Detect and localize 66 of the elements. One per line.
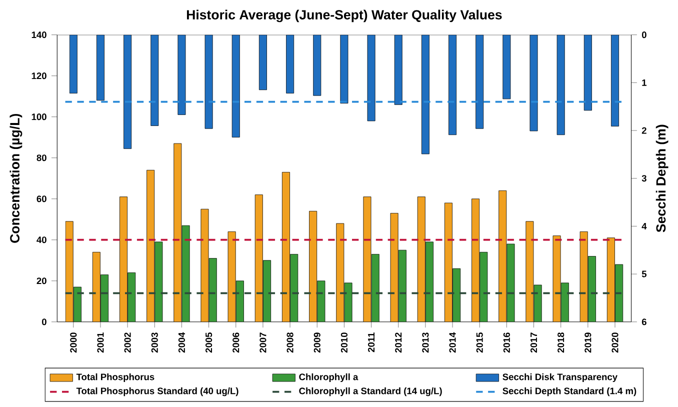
y-tick-label: 0: [42, 318, 46, 326]
y2-tick-label: 1: [642, 79, 647, 86]
bar: [448, 34, 457, 136]
x-tick-label: 2001: [97, 332, 104, 353]
x-tick-label: 2003: [151, 332, 158, 353]
x-tick-label: 2007: [260, 332, 266, 353]
x-tick-label: 2012: [395, 332, 402, 353]
bar: [178, 34, 186, 115]
bar: [476, 34, 484, 129]
x-tick-label: 2017: [530, 332, 538, 353]
legend-label: Chlorophyll a: [299, 373, 358, 382]
bar: [286, 34, 294, 94]
legend-label: Secchi Disk Transparency: [502, 373, 618, 382]
y-tick-label: 100: [32, 114, 46, 120]
bar: [530, 34, 538, 132]
x-tick-label: 2014: [449, 332, 456, 353]
x-tick-label: 2019: [584, 332, 592, 353]
x-tick-label: 2008: [286, 332, 294, 353]
bar: [96, 34, 104, 101]
bar: [232, 34, 240, 138]
y2-tick-label: 4: [642, 222, 647, 230]
x-tick-label: 2020: [612, 332, 618, 353]
y-tick-label: 40: [36, 236, 46, 244]
legend-label: Total Phosphorus: [76, 373, 154, 382]
bar: [124, 34, 132, 149]
x-tick-label: 2016: [503, 332, 510, 353]
y-axis-title: Concentration (µg/L): [10, 114, 22, 243]
x-tick-label: 2013: [422, 332, 429, 353]
y2-axis-title: Secchi Depth (m): [656, 124, 668, 232]
y2-tick-label: 5: [642, 270, 647, 278]
y-tick-label: 20: [36, 278, 46, 284]
bar: [204, 34, 213, 129]
y-tick-label: 80: [36, 154, 46, 162]
y-tick-label: 120: [32, 72, 46, 80]
x-tick-label: 2004: [178, 332, 185, 353]
bar: [340, 34, 348, 104]
y2-tick-label: 6: [642, 318, 646, 326]
y-tick-label: 60: [36, 196, 46, 202]
legend-label: Total Phosphorus Standard (40 ug/L): [76, 387, 238, 396]
x-tick-label: 2009: [314, 332, 320, 353]
y2-tick-label: 3: [642, 175, 646, 182]
y2-tick-label: 0: [642, 32, 646, 38]
x-tick-label: 2011: [368, 332, 375, 352]
legend-label: Chlorophyll a Standard (14 ug/L): [299, 387, 442, 396]
x-tick-label: 2005: [206, 332, 212, 353]
x-tick-label: 2002: [124, 332, 131, 353]
bar: [556, 34, 565, 136]
bar: [367, 34, 376, 122]
x-tick-label: 2006: [232, 332, 240, 353]
bar: [258, 34, 267, 90]
bar: [502, 34, 511, 100]
bar: [421, 34, 430, 154]
bar: [584, 34, 592, 111]
bar: [313, 34, 322, 96]
x-tick-label: 2015: [476, 332, 483, 353]
x-tick-label: 2000: [70, 332, 77, 353]
chart-title: Historic Average (June-Sept) Water Quality Values: [186, 10, 502, 22]
x-tick-label: 2018: [558, 332, 564, 353]
x-tick-label: 2010: [340, 332, 348, 353]
legend-label: Secchi Depth Standard (1.4 m): [502, 387, 636, 396]
bar: [150, 34, 159, 126]
bar: [69, 34, 78, 94]
y-tick-label: 140: [32, 32, 46, 38]
bar: [611, 34, 619, 126]
y2-tick-label: 2: [642, 127, 646, 134]
bar: [394, 34, 402, 105]
